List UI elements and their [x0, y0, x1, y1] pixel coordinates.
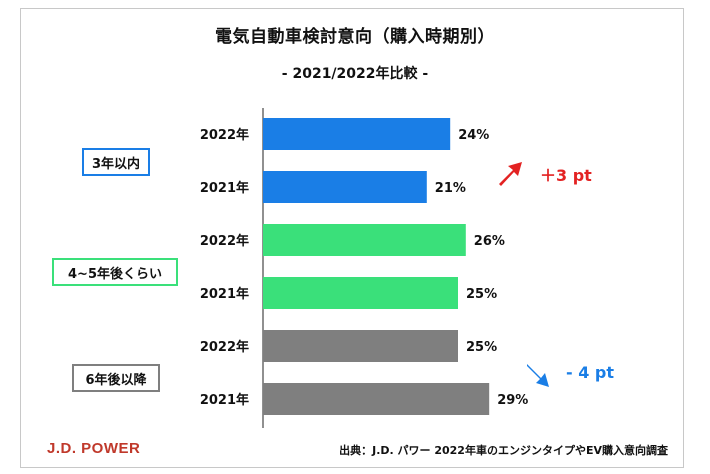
value-label: 24%	[458, 128, 489, 143]
delta-minus-4: - 4 pt	[566, 363, 615, 382]
group-label-3yr: 3年以内	[82, 148, 150, 176]
category-label: 2021年	[200, 286, 249, 302]
category-label: 2022年	[200, 339, 249, 355]
category-label: 2022年	[200, 127, 249, 143]
bar-0-0	[263, 118, 451, 150]
jd-power-logo: J.D. POWER	[47, 440, 141, 457]
category-label: 2021年	[200, 392, 249, 408]
bar-2-1	[263, 383, 490, 415]
delta-plus-3: ＋3 pt	[540, 166, 592, 185]
chart-subtitle: - 2021/2022年比較 -	[281, 66, 429, 82]
value-label: 21%	[435, 181, 466, 196]
bar-0-1	[263, 171, 427, 203]
up-arrow-icon	[499, 162, 522, 186]
value-label: 25%	[466, 340, 497, 355]
category-label: 2021年	[200, 180, 249, 196]
group-label-4-5yr: 4~5年後くらい	[52, 258, 178, 286]
source-note: 出典：J.D. パワー 2022年車のエンジンタイプやEV購入意向調査	[339, 444, 668, 457]
down-arrow-icon	[527, 364, 549, 387]
bar-1-0	[263, 224, 466, 256]
value-label: 25%	[466, 287, 497, 302]
bar-2-0	[263, 330, 458, 362]
category-label: 2022年	[200, 233, 249, 249]
chart-title: 電気自動車検討意向（購入時期別）	[215, 27, 495, 47]
value-label: 26%	[474, 234, 505, 249]
value-label: 29%	[497, 393, 528, 408]
group-label-6yr: 6年後以降	[72, 364, 160, 392]
bar-1-1	[263, 277, 458, 309]
